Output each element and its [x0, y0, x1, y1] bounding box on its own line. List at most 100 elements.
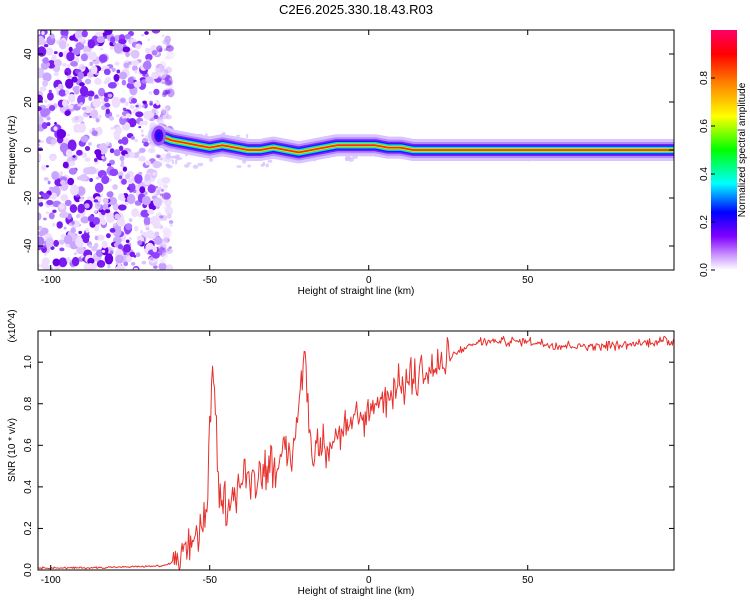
noise-blob [38, 115, 44, 125]
noise-blob [89, 178, 93, 182]
noise-blob [62, 99, 68, 107]
noise-blob [100, 193, 104, 198]
noise-blob [119, 155, 125, 162]
noise-blob [128, 218, 133, 223]
noise-blob [265, 163, 269, 168]
colorbar-ticks: 0.0 0.2 0.4 0.6 0.8 [699, 71, 715, 277]
noise-blob [41, 164, 47, 171]
noise-blob [87, 51, 95, 60]
noise-blob [145, 135, 149, 139]
noise-blob [38, 143, 41, 147]
noise-blob [59, 176, 68, 182]
colorbar-tick-label: 0.4 [699, 167, 710, 181]
noise-blob [78, 230, 82, 235]
y-tick-label: 1.0 [23, 355, 34, 369]
noise-blob [77, 123, 87, 133]
noise-blob [165, 163, 171, 168]
noise-blob [42, 57, 49, 64]
noise-blob [144, 160, 151, 166]
noise-blob [47, 60, 56, 69]
noise-blob [155, 64, 163, 70]
noise-blob [139, 229, 144, 234]
snr-x-axis: -100 -50 0 50 [41, 331, 534, 586]
noise-blob [141, 105, 145, 108]
noise-blob [141, 134, 145, 137]
noise-blob [100, 219, 107, 226]
noise-blob [77, 71, 84, 80]
noise-blob [90, 109, 99, 119]
noise-blob [38, 225, 43, 231]
noise-blob [164, 198, 172, 207]
noise-blob [50, 33, 55, 40]
noise-blob [109, 148, 115, 154]
noise-blob [144, 173, 151, 181]
noise-blob [64, 199, 72, 207]
noise-blob [146, 224, 150, 228]
noise-blob [124, 229, 131, 235]
noise-blob [147, 209, 155, 215]
noise-blob [104, 209, 111, 214]
y-tick-label: 0.0 [23, 563, 34, 577]
noise-blob [116, 69, 121, 74]
noise-blob [80, 53, 88, 62]
noise-blob [169, 223, 173, 227]
noise-blob [138, 147, 146, 153]
noise-blob [38, 264, 41, 268]
noise-blob [52, 209, 57, 213]
noise-blob [348, 157, 354, 162]
noise-blob [161, 81, 165, 84]
noise-blob [115, 126, 122, 135]
y-tick-label: -20 [23, 190, 34, 205]
x-tick-label: 50 [522, 575, 534, 586]
noise-blob [71, 256, 80, 267]
noise-blob [103, 96, 109, 102]
noise-blob [57, 83, 63, 89]
noise-blob [101, 240, 108, 249]
noise-blob [94, 210, 98, 214]
noise-blob [115, 114, 120, 118]
ridge-band [157, 134, 674, 154]
noise-blob [192, 164, 199, 169]
noise-blob [107, 93, 113, 98]
noise-blob [113, 223, 117, 227]
noise-blob [116, 217, 126, 227]
noise-blob [152, 246, 158, 253]
noise-blob [103, 92, 108, 98]
noise-blob [124, 173, 131, 180]
noise-blob [53, 72, 59, 77]
noise-blob [131, 60, 140, 66]
noise-blob [117, 193, 125, 201]
noise-blob [63, 226, 67, 230]
noise-blob [143, 110, 153, 120]
noise-blob [236, 165, 242, 168]
noise-blob [80, 216, 90, 224]
noise-blob [98, 87, 106, 97]
noise-blob [65, 149, 73, 158]
noise-blob [131, 98, 137, 104]
noise-blob [93, 199, 98, 203]
noise-blob [157, 187, 163, 192]
noise-blob [102, 203, 109, 211]
noise-blob [41, 122, 48, 129]
noise-blob [63, 234, 73, 245]
spectrogram-y-label: Frequency (Hz) [7, 116, 18, 185]
noise-blob [109, 228, 116, 233]
noise-blob [155, 99, 159, 103]
noise-blob [108, 196, 118, 206]
noise-blob [66, 43, 70, 48]
noise-blob [104, 102, 111, 108]
noise-blob [118, 71, 128, 80]
noise-blob [72, 85, 81, 92]
noise-blob [174, 154, 181, 159]
noise-blob [38, 201, 44, 207]
noise-blob [87, 167, 97, 175]
snr-series-line [38, 335, 674, 570]
noise-blob [107, 82, 117, 89]
noise-blob [45, 211, 50, 215]
noise-blob [157, 70, 167, 79]
noise-blob [109, 250, 114, 255]
noise-blob [159, 48, 163, 53]
noise-blob [60, 179, 66, 186]
noise-blob [139, 186, 146, 194]
